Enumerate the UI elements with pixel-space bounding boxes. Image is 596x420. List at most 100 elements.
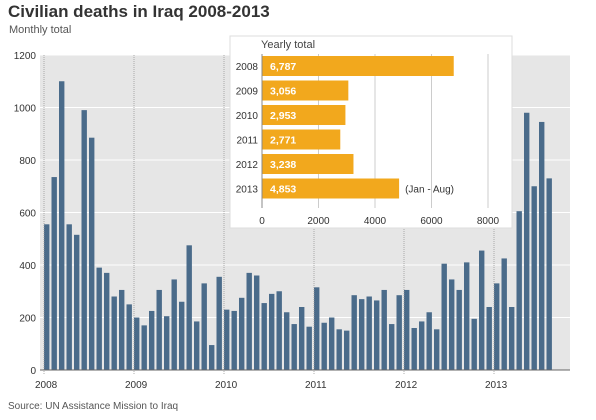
y-tick-label: 200 (19, 314, 36, 325)
yearly-value-label: 3,238 (270, 159, 296, 171)
monthly-bar (351, 295, 357, 370)
inset-year-label: 2010 (236, 111, 259, 122)
yearly-bar (262, 80, 349, 101)
monthly-bar (531, 186, 537, 370)
monthly-bar (359, 299, 365, 370)
monthly-bar (156, 289, 162, 370)
monthly-bar (254, 275, 260, 370)
yearly-bar (262, 105, 346, 125)
x-tick-label: 2012 (395, 380, 418, 391)
monthly-bar (224, 309, 230, 370)
monthly-bar (426, 312, 432, 370)
monthly-bar (231, 310, 237, 370)
monthly-bar (134, 317, 140, 370)
monthly-bar (306, 326, 312, 370)
y-tick-label: 400 (19, 261, 36, 272)
monthly-bar (456, 289, 462, 370)
monthly-bar (179, 301, 185, 370)
x-tick-label: 2013 (485, 380, 508, 391)
monthly-bar (96, 267, 102, 370)
monthly-bar (269, 293, 275, 370)
y-tick-label: 600 (19, 209, 36, 220)
inset-x-tick-label: 0 (259, 216, 265, 227)
monthly-bar (479, 250, 485, 370)
monthly-bar (389, 324, 395, 370)
monthly-bar (336, 329, 342, 370)
y-tick-label: 1000 (14, 104, 37, 115)
monthly-bar (404, 289, 410, 370)
monthly-bar (524, 112, 530, 370)
monthly-bar (396, 295, 402, 370)
x-tick-label: 2011 (305, 380, 327, 391)
monthly-bar (81, 110, 87, 370)
monthly-bar (441, 263, 447, 370)
inset-x-tick-label: 6000 (420, 216, 443, 227)
monthly-bar (419, 321, 425, 370)
monthly-bar (261, 303, 267, 370)
monthly-bar (66, 224, 72, 370)
yearly-value-label: 2,771 (270, 135, 296, 147)
monthly-bar (126, 304, 132, 370)
yearly-bar (262, 56, 454, 76)
monthly-bar (374, 300, 380, 370)
monthly-bar (299, 307, 305, 370)
yearly-value-label: 2,953 (270, 110, 296, 122)
monthly-bar (321, 322, 327, 370)
monthly-bar (111, 296, 117, 370)
monthly-bar (464, 262, 470, 370)
monthly-bar (59, 81, 65, 370)
inset-year-label: 2009 (236, 87, 259, 98)
monthly-bar (119, 289, 125, 370)
monthly-bar (44, 224, 50, 370)
yearly-value-label: 4,853 (270, 184, 296, 196)
inset-x-tick-label: 4000 (364, 216, 387, 227)
monthly-bar (411, 328, 417, 370)
monthly-bar (194, 321, 200, 370)
monthly-bar (74, 234, 80, 370)
y-tick-label: 800 (19, 156, 36, 167)
monthly-bar (164, 316, 170, 370)
monthly-bar (239, 297, 245, 370)
monthly-bar (201, 283, 207, 370)
inset-title: Yearly total (261, 39, 315, 51)
inset-year-label: 2013 (236, 185, 259, 196)
monthly-bar (141, 325, 147, 370)
monthly-bar (209, 345, 215, 370)
monthly-bar (381, 289, 387, 370)
x-tick-label: 2009 (125, 380, 148, 391)
monthly-bar (246, 272, 252, 370)
monthly-bar (284, 312, 290, 370)
inset-x-tick-label: 8000 (477, 216, 500, 227)
chart-title: Civilian deaths in Iraq 2008-2013 (8, 2, 270, 21)
source-note: Source: UN Assistance Mission to Iraq (8, 401, 179, 412)
yearly-bar (262, 154, 354, 174)
yearly-value-label: 6,787 (270, 61, 296, 73)
monthly-bar (314, 287, 320, 370)
monthly-bar (434, 329, 440, 370)
monthly-bar (276, 291, 282, 370)
monthly-bar (486, 307, 492, 370)
inset-annotation: (Jan - Aug) (405, 185, 454, 196)
inset-year-label: 2008 (236, 62, 259, 73)
monthly-bar (471, 318, 477, 370)
yearly-bar (262, 178, 400, 199)
monthly-bar (291, 324, 297, 370)
monthly-bar (509, 307, 515, 370)
y-tick-label: 1200 (14, 51, 37, 62)
monthly-bar (216, 276, 222, 370)
monthly-bar (344, 330, 350, 370)
monthly-bar (149, 310, 155, 370)
x-tick-label: 2008 (35, 380, 58, 391)
y-tick-label: 0 (30, 366, 36, 377)
x-tick-label: 2010 (215, 380, 238, 391)
monthly-bar (494, 283, 500, 370)
monthly-bar (171, 279, 177, 370)
monthly-bar (89, 137, 95, 370)
inset-x-tick-label: 2000 (307, 216, 330, 227)
monthly-bar (329, 317, 335, 370)
monthly-bar (501, 258, 507, 370)
monthly-bar (104, 272, 110, 370)
chart-subtitle: Monthly total (9, 24, 72, 36)
monthly-bar (546, 178, 552, 370)
